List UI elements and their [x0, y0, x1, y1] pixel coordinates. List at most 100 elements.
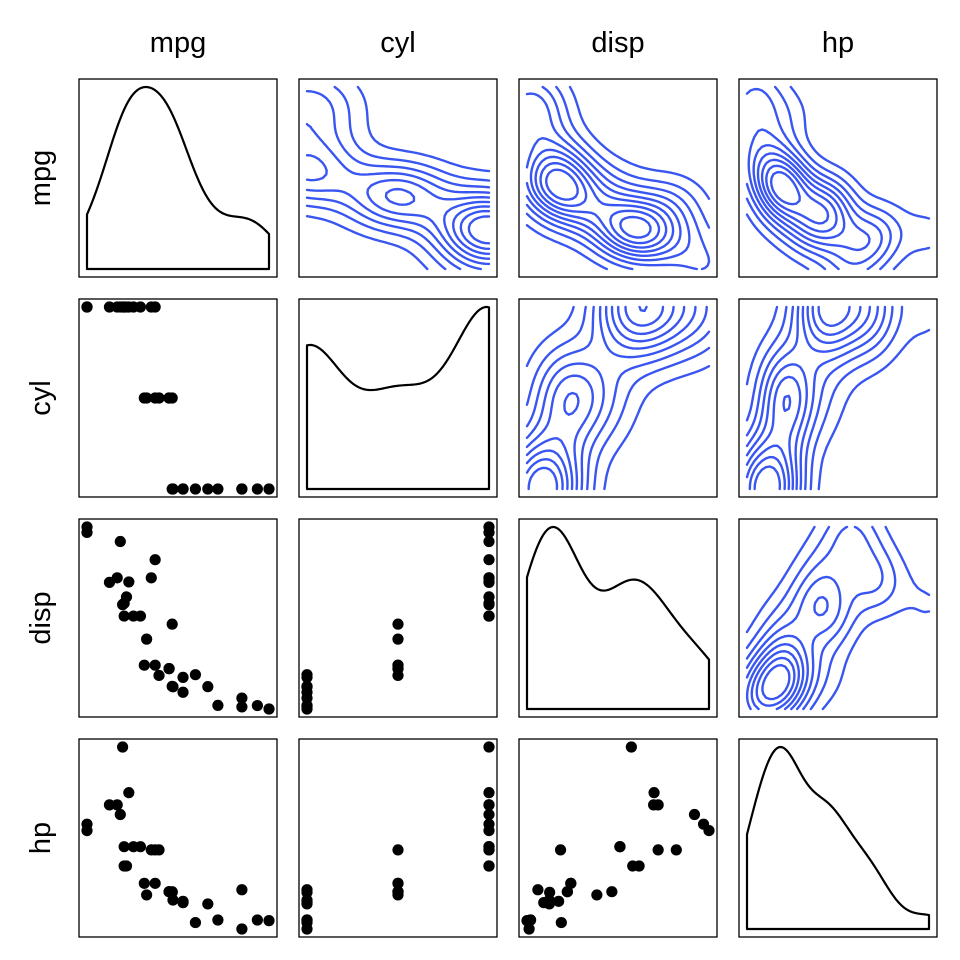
- scatter-point: [149, 659, 161, 671]
- contour-line: [752, 144, 871, 252]
- panel-mpg-vs-disp: [518, 78, 718, 278]
- scatter-point: [134, 841, 147, 853]
- column-label-cyl: cyl: [380, 27, 415, 59]
- scatter-point: [392, 844, 404, 856]
- contour-line: [745, 525, 849, 660]
- contour-line: [802, 525, 884, 711]
- panel-frame: [78, 298, 278, 498]
- panel-hp-vs-cyl: [298, 738, 498, 938]
- scatter-point: [117, 301, 129, 313]
- scatter-point: [123, 787, 135, 799]
- column-label-disp: disp: [591, 27, 644, 59]
- contour-line: [745, 575, 842, 711]
- contour-line: [638, 305, 648, 313]
- scatter-point: [114, 535, 126, 548]
- scatter-point: [648, 799, 660, 811]
- scatter-point: [301, 886, 313, 898]
- contour-line: [525, 362, 605, 491]
- scatter-point: [301, 914, 313, 926]
- scatter-point: [189, 916, 202, 929]
- scatter-point: [81, 301, 93, 313]
- scatter-point: [670, 844, 682, 856]
- scatter-point: [483, 526, 495, 539]
- scatter-point: [301, 671, 313, 683]
- contour-line: [603, 365, 711, 491]
- scatter-point: [614, 841, 626, 853]
- contour-line: [811, 305, 862, 336]
- scatter-point: [103, 301, 116, 313]
- contour-line: [745, 444, 791, 491]
- scatter-point: [236, 483, 248, 495]
- scatter-point: [392, 889, 404, 901]
- panel-frame: [298, 298, 498, 498]
- scatter-point: [263, 915, 275, 927]
- contour-line: [817, 305, 851, 328]
- contour-line: [333, 85, 491, 182]
- scatter-point: [212, 914, 224, 926]
- panel-disp-vs-disp: [518, 518, 718, 718]
- panel-frame: [518, 518, 718, 718]
- contour-line: [817, 328, 931, 491]
- scatter-point: [177, 671, 189, 683]
- contour-line: [747, 128, 883, 265]
- contour-line: [563, 391, 580, 416]
- scatter-point: [138, 877, 150, 889]
- scatter-point: [177, 483, 189, 495]
- contour-line: [745, 363, 808, 491]
- scatter-point: [524, 914, 537, 926]
- scatter-point: [118, 860, 130, 872]
- panel-mpg-vs-hp: [738, 78, 938, 278]
- scatter-point: [163, 663, 175, 675]
- scatter-point: [212, 483, 224, 495]
- contour-line: [806, 305, 872, 344]
- scatter-point: [202, 681, 214, 693]
- scatter-point: [483, 576, 495, 588]
- scatter-point: [392, 633, 404, 645]
- scatter-point: [166, 483, 178, 495]
- contour-line: [756, 152, 846, 240]
- row-label-disp: disp: [25, 591, 57, 644]
- contour-line: [745, 643, 805, 711]
- contour-line: [443, 200, 491, 260]
- scatter-point: [166, 886, 178, 898]
- scatter-point: [606, 886, 618, 898]
- scatter-point: [149, 554, 161, 566]
- contour-line: [769, 170, 801, 206]
- scatter-point: [134, 301, 147, 313]
- row-label-mpg: mpg: [25, 150, 57, 206]
- contour-line: [525, 136, 682, 258]
- scatter-point: [625, 741, 637, 753]
- contour-line: [604, 305, 697, 350]
- scatter-point: [483, 741, 495, 753]
- contour-line: [765, 164, 830, 225]
- scatter-point: [688, 808, 701, 821]
- contour-line: [745, 634, 809, 711]
- contour-line: [750, 650, 801, 711]
- contour-line: [760, 158, 838, 233]
- contour-line: [813, 595, 829, 617]
- contour-line: [525, 224, 608, 271]
- scatter-point: [166, 392, 178, 404]
- contour-line: [305, 154, 328, 182]
- contour-line: [305, 204, 447, 271]
- contour-line: [305, 89, 491, 189]
- scatter-point: [555, 916, 567, 929]
- density-curve-cyl: [305, 305, 491, 491]
- scatter-point: [392, 669, 404, 682]
- contour-line: [755, 656, 796, 707]
- contour-line: [745, 375, 802, 491]
- panel-frame: [738, 518, 938, 718]
- contour-line: [745, 197, 827, 271]
- contour-line: [452, 205, 491, 256]
- contour-line: [305, 196, 462, 271]
- contour-line: [624, 305, 665, 327]
- contour-line: [366, 178, 491, 266]
- panel-frame: [298, 518, 498, 718]
- scatter-point: [118, 841, 130, 853]
- contour-line: [700, 260, 711, 271]
- contour-line: [804, 305, 894, 491]
- contour-line: [745, 305, 788, 422]
- panel-hp-vs-mpg: [78, 738, 278, 938]
- contour-line: [459, 209, 491, 251]
- scatter-point: [138, 392, 150, 404]
